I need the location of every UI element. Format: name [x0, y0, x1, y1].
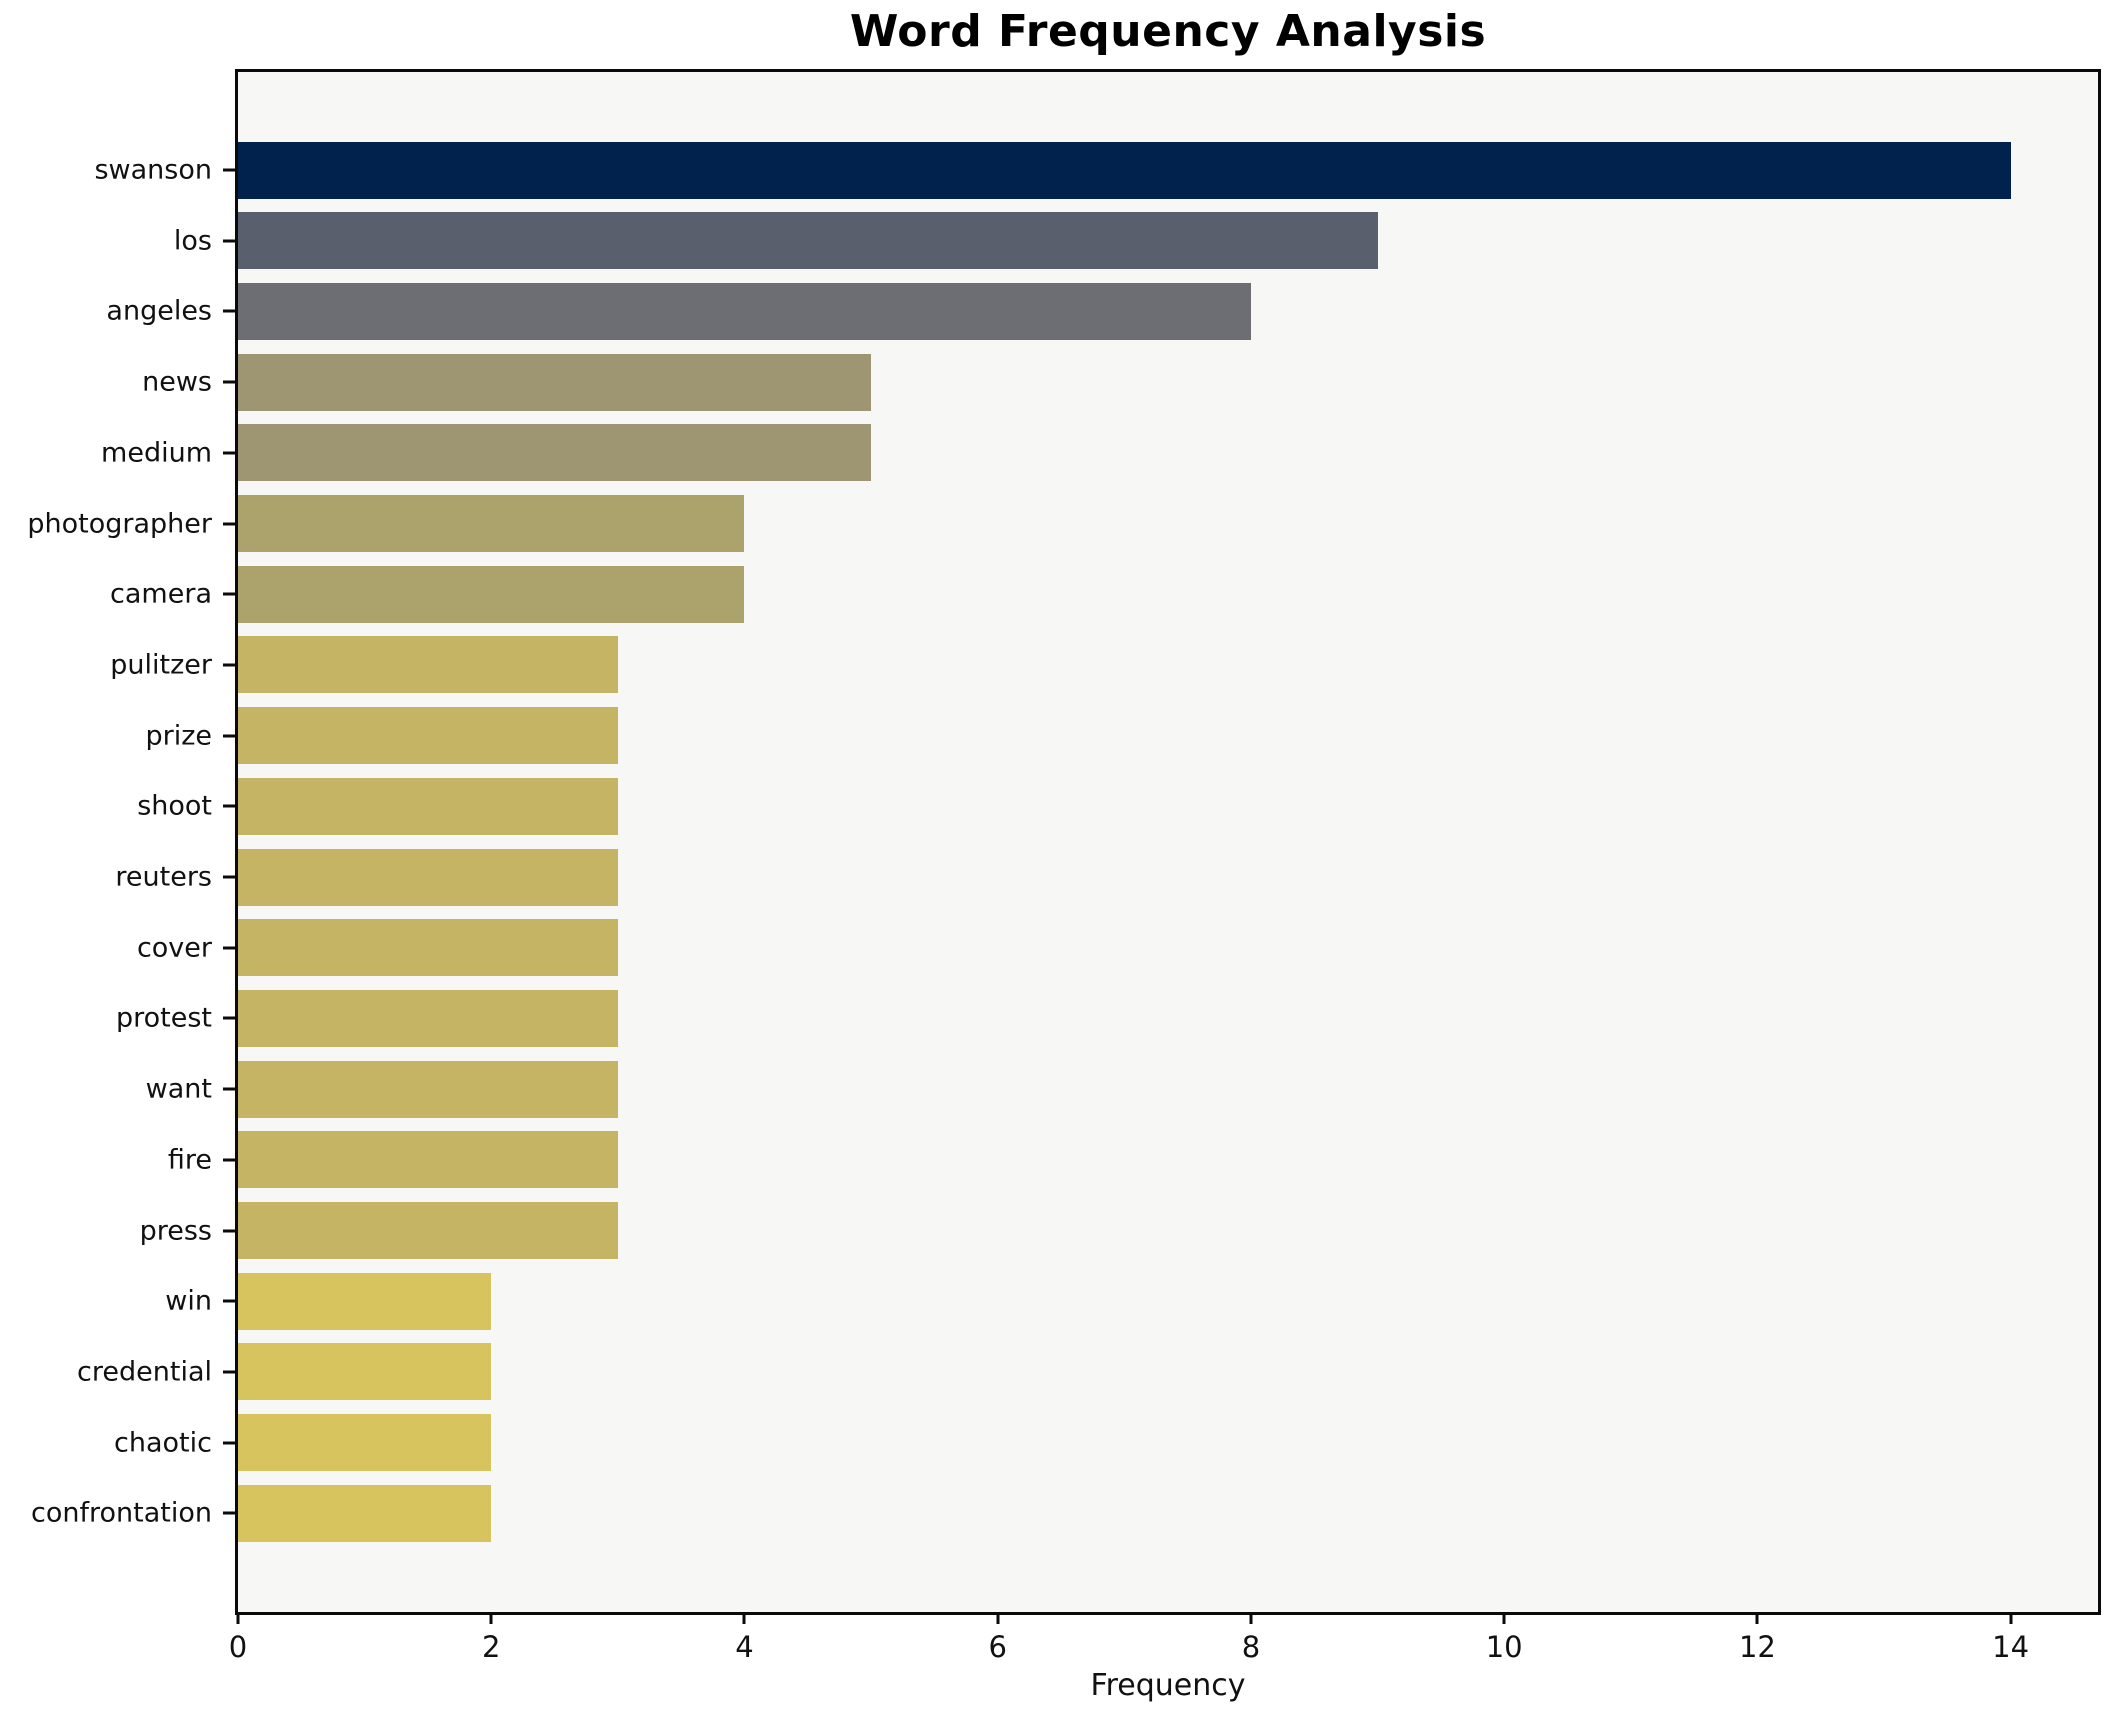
plot-area [235, 69, 2101, 1615]
xtick-mark [1249, 1612, 1253, 1624]
ytick-mark [223, 592, 235, 596]
ytick-mark [223, 1087, 235, 1091]
ytick-label-angeles: angeles [106, 295, 212, 327]
xtick-label-2: 2 [481, 1630, 501, 1664]
ytick-label-fire: fire [167, 1144, 212, 1176]
xtick-label-6: 6 [988, 1630, 1007, 1664]
ytick-label-swanson: swanson [94, 154, 212, 186]
bar-photographer [238, 495, 745, 552]
bar-press [238, 1202, 618, 1259]
ytick-label-credential: credential [77, 1356, 212, 1388]
ytick-mark [223, 380, 235, 384]
xtick-label-12: 12 [1738, 1630, 1776, 1664]
xtick-label-4: 4 [735, 1630, 754, 1664]
ytick-mark [223, 804, 235, 808]
ytick-mark [223, 1299, 235, 1303]
ytick-mark [223, 1511, 235, 1515]
bar-los [238, 212, 1378, 270]
ytick-label-cover: cover [136, 932, 212, 964]
xtick-mark [236, 1612, 240, 1624]
bar-reuters [238, 848, 618, 906]
ytick-label-chaotic: chaotic [114, 1427, 212, 1459]
bar-prize [238, 707, 618, 765]
ytick-label-win: win [165, 1285, 212, 1317]
ytick-mark [223, 1016, 235, 1020]
bar-cover [238, 919, 618, 977]
ytick-label-confrontation: confrontation [31, 1497, 212, 1529]
ytick-label-photographer: photographer [27, 508, 212, 539]
xtick-label-14: 14 [1992, 1630, 2030, 1664]
bar-credential [238, 1343, 492, 1401]
bar-want [238, 1060, 618, 1118]
bar-win [238, 1272, 492, 1330]
ytick-mark [223, 1229, 235, 1232]
ytick-label-shoot: shoot [137, 790, 212, 822]
ytick-mark [223, 239, 235, 243]
bar-protest [238, 989, 618, 1047]
ytick-mark [223, 663, 235, 667]
xtick-label-0: 0 [228, 1630, 248, 1664]
ytick-label-medium: medium [101, 437, 212, 469]
ytick-label-want: want [145, 1073, 212, 1105]
ytick-label-news: news [142, 366, 212, 398]
xtick-label-10: 10 [1485, 1630, 1523, 1664]
bar-medium [238, 424, 872, 482]
xtick-mark [996, 1612, 1000, 1624]
ytick-label-pulitzer: pulitzer [110, 649, 212, 681]
ytick-mark [223, 1158, 235, 1162]
ytick-mark [223, 309, 235, 313]
bar-shoot [238, 777, 618, 835]
ytick-label-press: press [139, 1215, 212, 1246]
xtick-mark [1502, 1612, 1506, 1624]
xtick-mark [1755, 1612, 1759, 1624]
ytick-mark [223, 946, 235, 950]
bar-angeles [238, 282, 1251, 340]
ytick-label-protest: protest [115, 1002, 212, 1034]
chart-title: Word Frequency Analysis [849, 6, 1487, 57]
bar-swanson [238, 141, 2011, 199]
bar-chaotic [238, 1414, 492, 1472]
xtick-mark [2009, 1612, 2013, 1624]
ytick-mark [223, 522, 235, 525]
ytick-mark [223, 734, 235, 738]
xtick-mark [742, 1612, 746, 1624]
bar-confrontation [238, 1484, 492, 1542]
ytick-label-los: los [173, 225, 212, 257]
ytick-label-reuters: reuters [115, 861, 212, 893]
x-axis-label: Frequency [1090, 1668, 1246, 1703]
ytick-label-camera: camera [110, 578, 212, 610]
ytick-label-prize: prize [145, 720, 212, 752]
ytick-mark [223, 1441, 235, 1445]
ytick-mark [223, 875, 235, 879]
bar-camera [238, 565, 745, 623]
ytick-mark [223, 451, 235, 455]
bar-fire [238, 1131, 618, 1189]
xtick-label-8: 8 [1241, 1630, 1261, 1664]
ytick-mark [223, 168, 235, 172]
xtick-mark [489, 1612, 493, 1624]
ytick-mark [223, 1370, 235, 1374]
bar-news [238, 353, 872, 411]
bar-pulitzer [238, 636, 618, 694]
